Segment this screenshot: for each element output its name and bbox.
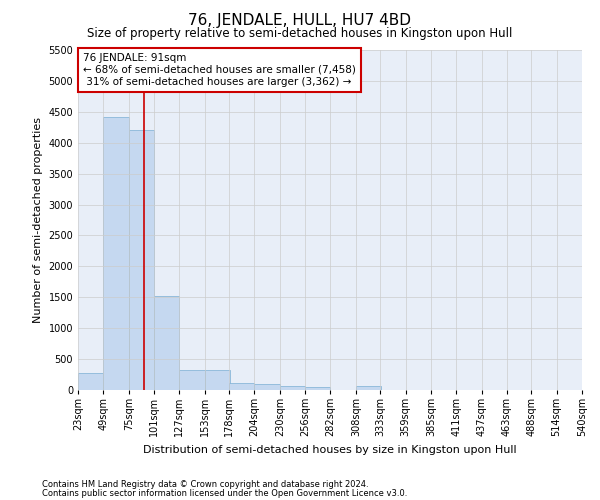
Y-axis label: Number of semi-detached properties: Number of semi-detached properties xyxy=(33,117,43,323)
X-axis label: Distribution of semi-detached houses by size in Kingston upon Hull: Distribution of semi-detached houses by … xyxy=(143,444,517,454)
Bar xyxy=(205,370,230,390)
Bar xyxy=(254,384,280,390)
Bar xyxy=(103,117,128,390)
Bar xyxy=(356,386,381,390)
Bar xyxy=(154,296,179,390)
Bar xyxy=(179,370,205,390)
Text: 76, JENDALE, HULL, HU7 4BD: 76, JENDALE, HULL, HU7 4BD xyxy=(188,12,412,28)
Text: Size of property relative to semi-detached houses in Kingston upon Hull: Size of property relative to semi-detach… xyxy=(88,28,512,40)
Bar xyxy=(128,130,154,390)
Bar xyxy=(78,374,103,390)
Text: Contains public sector information licensed under the Open Government Licence v3: Contains public sector information licen… xyxy=(42,488,407,498)
Bar xyxy=(305,386,331,390)
Bar xyxy=(280,386,305,390)
Text: Contains HM Land Registry data © Crown copyright and database right 2024.: Contains HM Land Registry data © Crown c… xyxy=(42,480,368,489)
Bar xyxy=(229,382,254,390)
Text: 76 JENDALE: 91sqm
← 68% of semi-detached houses are smaller (7,458)
 31% of semi: 76 JENDALE: 91sqm ← 68% of semi-detached… xyxy=(83,54,356,86)
